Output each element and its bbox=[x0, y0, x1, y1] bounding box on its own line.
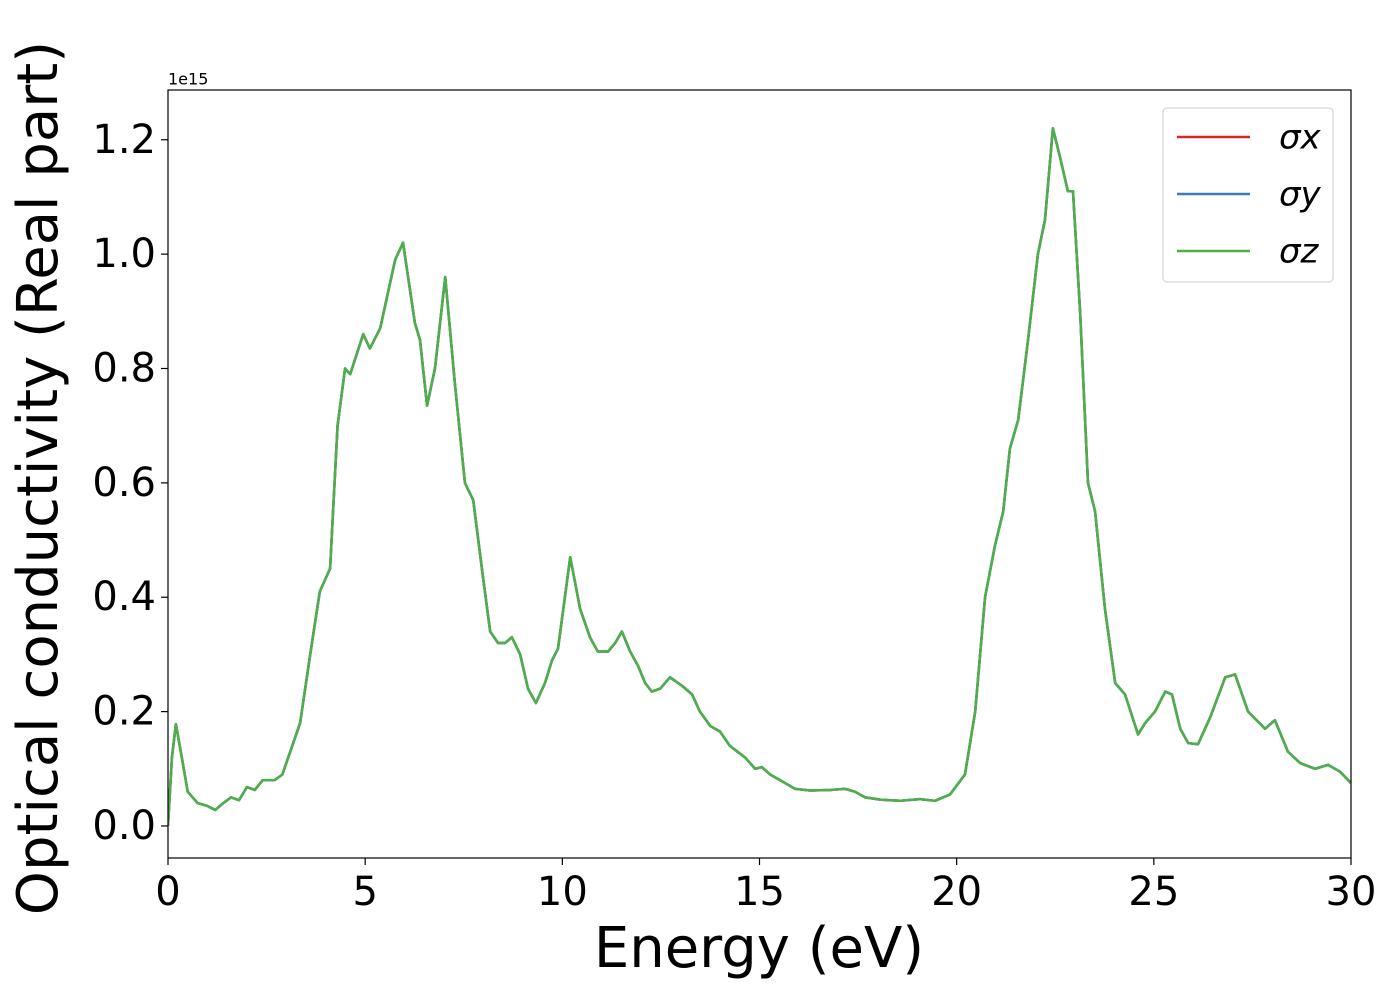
axis-offset: 1e15 bbox=[168, 70, 208, 89]
y-tick-label: 1.2 bbox=[92, 117, 156, 163]
legend-label: σy bbox=[1279, 175, 1322, 215]
series-line bbox=[168, 127, 1351, 827]
y-tick-label: 0.4 bbox=[92, 574, 156, 620]
x-tick-label: 20 bbox=[931, 869, 982, 915]
y-axis-label: Optical conductivity (Real part) bbox=[6, 41, 71, 915]
plot-frame bbox=[167, 89, 1352, 859]
x-tick-label: 25 bbox=[1128, 869, 1179, 915]
x-tick-label: 5 bbox=[352, 869, 377, 915]
y-tick-label: 0.8 bbox=[92, 345, 156, 391]
y-tick-label: 0.6 bbox=[92, 460, 156, 506]
y-tick-label: 0.2 bbox=[92, 689, 156, 735]
y-tick-label: 0.0 bbox=[92, 803, 156, 849]
x-tick-label: 0 bbox=[155, 869, 180, 915]
x-tick-label: 30 bbox=[1326, 869, 1377, 915]
y-tick-label: 1.0 bbox=[92, 231, 156, 277]
x-axis-label: Energy (eV) bbox=[594, 916, 924, 981]
x-tick-label: 15 bbox=[734, 869, 785, 915]
legend-label: σz bbox=[1279, 232, 1320, 272]
x-tick-label: 10 bbox=[537, 869, 588, 915]
legend-label: σx bbox=[1279, 118, 1322, 158]
